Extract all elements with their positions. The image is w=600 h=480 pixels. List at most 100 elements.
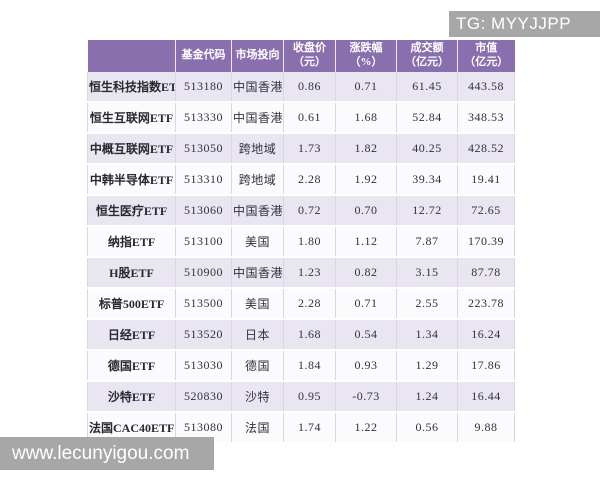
table-cell: 0.95 — [283, 381, 336, 413]
table-cell: 428.52 — [457, 133, 515, 165]
etf-data-table: 基金代码 市场投向 收盘价 （元） 涨跌幅 （%） 成交额 （亿元） 市值 （亿元） 恒生… — [87, 40, 515, 444]
table-row-0: 恒生科技指数ETF 513180 中国香港 0.86 0.71 61.45 443.58 — [87, 72, 515, 103]
telegram-watermark-text: TG: MYYJJPP — [456, 14, 572, 33]
table-row-6: H股ETF 510900 中国香港 1.23 0.82 3.15 87.78 — [87, 257, 515, 289]
column-header-0 — [87, 40, 176, 72]
table-cell: 61.45 — [396, 72, 458, 103]
table-cell: 87.78 — [457, 257, 515, 289]
table-cell: 0.56 — [396, 412, 458, 444]
table-cell: 1.82 — [335, 133, 397, 165]
table-cell: 1.23 — [283, 257, 336, 289]
table-cell: 513520 — [175, 319, 232, 351]
table-header-row: 基金代码 市场投向 收盘价 （元） 涨跌幅 （%） 成交额 （亿元） 市值 （亿元） — [87, 40, 515, 72]
table-cell: 沙特 — [231, 381, 284, 413]
fund-name-cell: 沙特ETF — [87, 381, 176, 413]
fund-name-cell: 恒生医疗ETF — [87, 195, 176, 227]
table-cell: 3.15 — [396, 257, 458, 289]
table-cell: 0.70 — [335, 195, 397, 227]
table-row-8: 日经ETF 513520 日本 1.68 0.54 1.34 16.24 — [87, 319, 515, 351]
table-cell: 513050 — [175, 133, 232, 165]
table-cell: 16.24 — [457, 319, 515, 351]
table-cell: 0.72 — [283, 195, 336, 227]
fund-name-cell: H股ETF — [87, 257, 176, 289]
table-cell: 跨地域 — [231, 164, 284, 196]
table-cell: 0.61 — [283, 102, 336, 134]
table-cell: 7.87 — [396, 226, 458, 258]
table-cell: 16.44 — [457, 381, 515, 413]
table-cell: 美国 — [231, 226, 284, 258]
website-watermark: www.lecunyigou.com — [0, 437, 214, 470]
table-cell: 0.82 — [335, 257, 397, 289]
table-cell: 中国香港 — [231, 257, 284, 289]
fund-name-cell: 法国CAC40ETF — [87, 412, 176, 444]
column-header-5: 成交额 （亿元） — [396, 40, 458, 72]
table-row-5: 纳指ETF 513100 美国 1.80 1.12 7.87 170.39 — [87, 226, 515, 258]
table-cell: 72.65 — [457, 195, 515, 227]
table-row-3: 中韩半导体ETF 513310 跨地域 2.28 1.92 39.34 19.41 — [87, 164, 515, 196]
table-cell: 美国 — [231, 288, 284, 320]
column-header-2: 市场投向 — [231, 40, 284, 72]
table-cell: 40.25 — [396, 133, 458, 165]
table-cell: 1.84 — [283, 350, 336, 382]
table-cell: 0.71 — [335, 288, 397, 320]
table-cell: 12.72 — [396, 195, 458, 227]
fund-name-cell: 德国ETF — [87, 350, 176, 382]
table-cell: 中国香港 — [231, 195, 284, 227]
table-cell: 日本 — [231, 319, 284, 351]
table-cell: 1.73 — [283, 133, 336, 165]
column-header-1: 基金代码 — [175, 40, 232, 72]
table-cell: 223.78 — [457, 288, 515, 320]
table-cell: 中国香港 — [231, 72, 284, 103]
table-cell: 513330 — [175, 102, 232, 134]
table-cell: 17.86 — [457, 350, 515, 382]
table-cell: 1.80 — [283, 226, 336, 258]
table-cell: 9.88 — [457, 412, 515, 444]
table-cell: 0.86 — [283, 72, 336, 103]
table-cell: 1.92 — [335, 164, 397, 196]
table-cell: 513500 — [175, 288, 232, 320]
table-row-4: 恒生医疗ETF 513060 中国香港 0.72 0.70 12.72 72.65 — [87, 195, 515, 227]
column-header-3: 收盘价 （元） — [283, 40, 336, 72]
telegram-watermark: TG: MYYJJPP — [449, 11, 600, 37]
table-cell: 443.58 — [457, 72, 515, 103]
table-cell: 39.34 — [396, 164, 458, 196]
table-row-2: 中概互联网ETF 513050 跨地域 1.73 1.82 40.25 428.52 — [87, 133, 515, 165]
table-cell: 1.74 — [283, 412, 336, 444]
table-header: 基金代码 市场投向 收盘价 （元） 涨跌幅 （%） 成交额 （亿元） 市值 （亿元） — [87, 40, 515, 72]
table-cell: 1.68 — [335, 102, 397, 134]
table-cell: 法国 — [231, 412, 284, 444]
table-cell: 2.28 — [283, 164, 336, 196]
table-cell: 中国香港 — [231, 102, 284, 134]
table-cell: 1.24 — [396, 381, 458, 413]
table-cell: 513060 — [175, 195, 232, 227]
fund-name-cell: 标普500ETF — [87, 288, 176, 320]
table-cell: 520830 — [175, 381, 232, 413]
table-cell: 1.29 — [396, 350, 458, 382]
table-body: 恒生科技指数ETF 513180 中国香港 0.86 0.71 61.45 443.58 恒生… — [87, 72, 515, 444]
table-row-9: 德国ETF 513030 德国 1.84 0.93 1.29 17.86 — [87, 350, 515, 382]
table-cell: 德国 — [231, 350, 284, 382]
table-cell: 0.54 — [335, 319, 397, 351]
fund-name-cell: 中韩半导体ETF — [87, 164, 176, 196]
table-cell: 513100 — [175, 226, 232, 258]
table-cell: 0.71 — [335, 72, 397, 103]
table-cell: 513180 — [175, 72, 232, 103]
table-cell: 0.93 — [335, 350, 397, 382]
table-cell: 513030 — [175, 350, 232, 382]
table-row-1: 恒生互联网ETF 513330 中国香港 0.61 1.68 52.84 348.53 — [87, 102, 515, 134]
table-cell: 1.12 — [335, 226, 397, 258]
table-cell: 1.68 — [283, 319, 336, 351]
table-row-10: 沙特ETF 520830 沙特 0.95 -0.73 1.24 16.44 — [87, 381, 515, 413]
fund-name-cell: 中概互联网ETF — [87, 133, 176, 165]
fund-name-cell: 日经ETF — [87, 319, 176, 351]
table-cell: 1.34 — [396, 319, 458, 351]
table-row-7: 标普500ETF 513500 美国 2.28 0.71 2.55 223.78 — [87, 288, 515, 320]
table-cell: 348.53 — [457, 102, 515, 134]
fund-name-cell: 纳指ETF — [87, 226, 176, 258]
table-cell: 2.28 — [283, 288, 336, 320]
column-header-6: 市值 （亿元） — [457, 40, 515, 72]
table-cell: 170.39 — [457, 226, 515, 258]
website-watermark-text: www.lecunyigou.com — [12, 442, 190, 464]
table-cell: 1.22 — [335, 412, 397, 444]
column-header-4: 涨跌幅 （%） — [335, 40, 397, 72]
